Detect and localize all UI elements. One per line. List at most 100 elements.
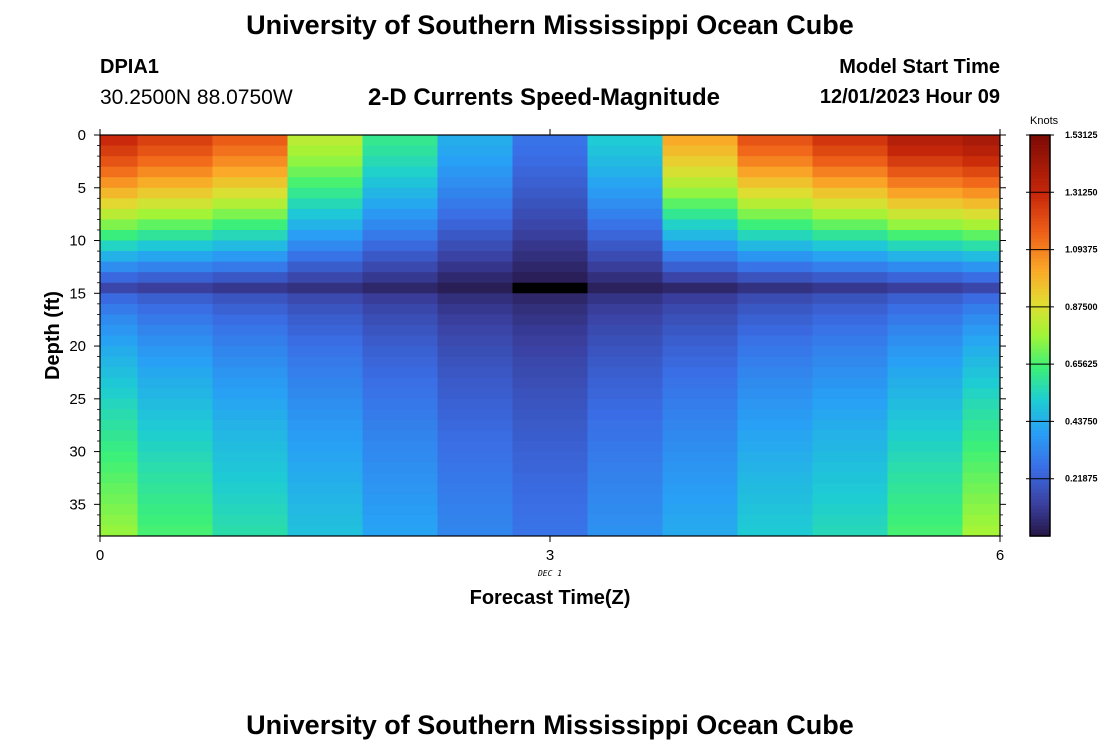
colorbar-segment [1030, 338, 1050, 343]
heatmap-cell [587, 208, 663, 220]
colorbar-tick-label: 0.65625 [1065, 359, 1098, 369]
heatmap-cell [437, 187, 513, 199]
heatmap-cell [212, 335, 288, 347]
heatmap-cell [137, 145, 213, 157]
heatmap-cell [737, 166, 813, 178]
heatmap-cell [737, 314, 813, 326]
heatmap-cell [287, 493, 363, 505]
heatmap-cell [362, 219, 438, 231]
heatmap-cell [137, 356, 213, 368]
x-axis-title: Forecast Time(Z) [470, 587, 631, 609]
heatmap-cell [662, 272, 738, 284]
heatmap-cell [512, 462, 588, 474]
heatmap-cell [887, 135, 963, 147]
heatmap-cell [287, 388, 363, 400]
heatmap-cell [587, 451, 663, 463]
heatmap-cell [437, 229, 513, 242]
y-axis-title: Depth (ft) [42, 291, 64, 380]
heatmap-cell [437, 493, 513, 505]
heatmap-cell [737, 251, 813, 263]
colorbar-segment [1030, 145, 1050, 149]
heatmap-cell [137, 293, 213, 305]
heatmap-cell [212, 525, 288, 537]
heatmap-cell [512, 483, 588, 495]
heatmap-cell [362, 388, 438, 400]
colorbar-segment [1030, 375, 1050, 380]
heatmap-cell [887, 356, 963, 368]
y-tick-label: 30 [69, 444, 86, 461]
heatmap-cell [287, 462, 363, 474]
heatmap-cell [362, 525, 438, 537]
colorbar-tick-label: 1.09375 [1065, 245, 1098, 255]
heatmap-cell [962, 346, 1001, 358]
heatmap-cell [137, 462, 213, 474]
heatmap-cell [212, 441, 288, 453]
heatmap-cell [137, 303, 213, 315]
heatmap-cell [137, 335, 213, 347]
heatmap-cell [812, 177, 888, 189]
heatmap-cell [287, 208, 363, 220]
heatmap-cell [137, 472, 213, 484]
heatmap-cell [737, 198, 813, 210]
heatmap-cell [737, 240, 813, 252]
colorbar-segment [1030, 188, 1050, 193]
heatmap-cell [100, 293, 138, 305]
heatmap-cell [812, 282, 888, 294]
heatmap-cell [437, 388, 513, 400]
heatmap-cell [887, 335, 963, 347]
heatmap-cell [962, 314, 1001, 326]
heatmap-cell [887, 314, 963, 326]
colorbar-segment [1030, 302, 1050, 307]
heatmap-cell [662, 251, 738, 263]
heatmap-cell [737, 483, 813, 495]
heatmap-cell [512, 282, 588, 294]
heatmap-cell [662, 324, 738, 336]
colorbar-segment [1030, 225, 1050, 230]
heatmap-cell [287, 198, 363, 210]
heatmap-cell [587, 367, 663, 379]
heatmap-cell [662, 282, 738, 294]
heatmap-cell [812, 346, 888, 358]
heatmap-cell [737, 282, 813, 294]
heatmap-cell [812, 472, 888, 484]
heatmap-cell [587, 198, 663, 210]
heatmap-cell [662, 177, 738, 189]
heatmap-cell [287, 356, 363, 368]
heatmap-cell [812, 303, 888, 315]
heatmap-cell [887, 430, 963, 442]
heatmap-cell [137, 177, 213, 189]
colorbar-segment [1030, 395, 1050, 400]
heatmap-cell [662, 198, 738, 210]
heatmap-cell [737, 346, 813, 358]
heatmap-cell [437, 430, 513, 442]
heatmap-cell [100, 388, 138, 400]
colorbar-segment [1030, 248, 1050, 253]
heatmap-cell [962, 356, 1001, 368]
heatmap-cell [212, 177, 288, 189]
heatmap-cell [100, 430, 138, 442]
heatmap-cell [212, 282, 288, 294]
heatmap-cell [512, 346, 588, 358]
heatmap-cell [212, 430, 288, 442]
heatmap-cell [212, 377, 288, 389]
heatmap-cell [812, 356, 888, 368]
heatmap-cell [362, 272, 438, 284]
heatmap-cell [887, 293, 963, 305]
heatmap-cell [362, 472, 438, 484]
heatmap-cell [662, 346, 738, 358]
heatmap-cell [100, 177, 138, 189]
heatmap-cell [737, 177, 813, 189]
heatmap-cell [812, 198, 888, 210]
heatmap-cell [512, 198, 588, 210]
heatmap-cell [100, 324, 138, 336]
heatmap-cell [212, 261, 288, 273]
heatmap-cell [962, 156, 1001, 168]
heatmap-cell [962, 145, 1001, 157]
colorbar-segment [1030, 235, 1050, 240]
heatmap-cell [437, 335, 513, 347]
heatmap-cell [100, 251, 138, 263]
heatmap-cell [812, 272, 888, 284]
heatmap-cell [212, 504, 288, 516]
heatmap-cell [512, 261, 588, 273]
